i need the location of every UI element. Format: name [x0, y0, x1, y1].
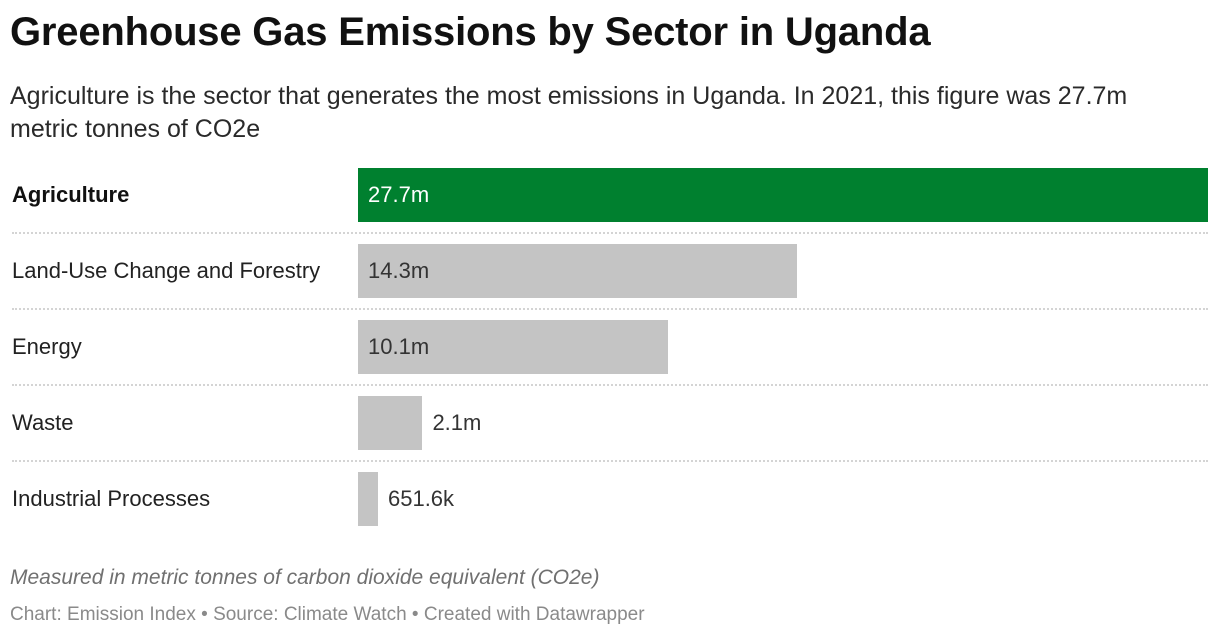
category-label: Energy: [12, 334, 82, 359]
data-label: 651.6k: [387, 486, 455, 511]
bar-row: Waste 2.1m: [0, 388, 1220, 464]
category-label: Land-Use Change and Forestry: [12, 258, 321, 283]
bar-row: Land-Use Change and Forestry 14.3m: [0, 236, 1220, 312]
data-label: 2.1m: [432, 410, 482, 435]
category-label: Industrial Processes: [12, 486, 211, 511]
bar: [358, 396, 423, 450]
row-divider: [12, 232, 1208, 234]
bar-row: Agriculture 27.7m: [0, 160, 1220, 236]
category-label: Agriculture: [12, 182, 130, 207]
bar: [358, 168, 1208, 222]
row-divider: [12, 308, 1208, 310]
row-divider: [12, 384, 1208, 386]
chart-title: Greenhouse Gas Emissions by Sector in Ug…: [10, 10, 931, 54]
bar: [358, 472, 378, 526]
bar-chart: Agriculture 27.7m Land-Use Change and Fore…: [0, 160, 1220, 540]
bar-row: Energy 10.1m: [0, 312, 1220, 388]
bar-row: Industrial Processes 651.6k: [0, 464, 1220, 540]
data-label: 14.3m: [368, 258, 430, 283]
chart-subtitle: Agriculture is the sector that generates…: [10, 82, 1128, 143]
source-credit: Chart: Emission Index • Source: Climate …: [10, 604, 645, 625]
bar: [358, 320, 668, 374]
bar: [358, 244, 797, 298]
row-divider: [12, 460, 1208, 462]
data-label: 10.1m: [368, 334, 430, 359]
data-label: 27.7m: [368, 182, 430, 207]
category-label: Waste: [12, 410, 74, 435]
measurement-note: Measured in metric tonnes of carbon diox…: [10, 566, 600, 589]
